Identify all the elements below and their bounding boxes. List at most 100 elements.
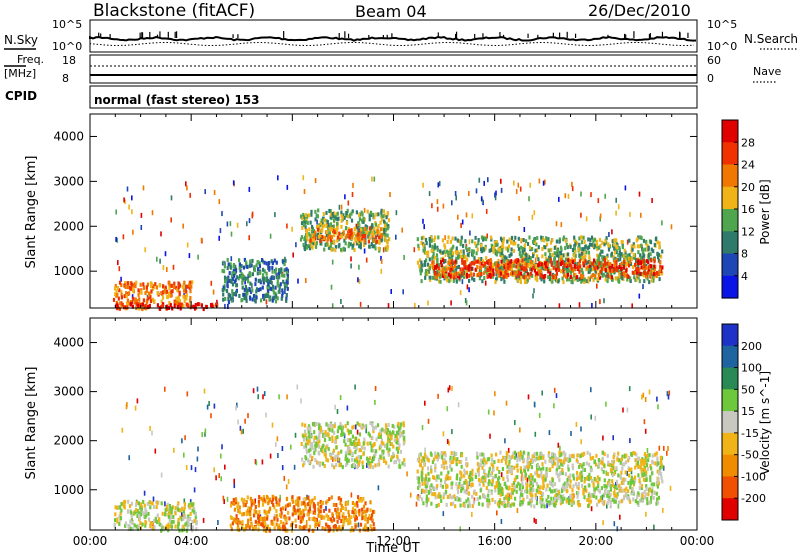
echo-cell [613,238,616,243]
echo-cell [117,296,120,301]
echo-cell [120,289,123,295]
echo-cell [361,236,364,241]
echo-cell [397,421,400,426]
echo-cell [555,239,558,244]
echo-cell [478,276,481,281]
echo-cell [551,252,554,257]
echo-cell [387,450,390,455]
echo-cell [139,282,142,287]
echo-cell [498,248,502,252]
echo-cell [183,285,186,290]
echo-cell [651,471,654,476]
echo-cell [271,494,274,499]
echo-cell [224,464,226,470]
echo-cell [314,217,317,222]
echo-cell [130,286,133,291]
echo-cell [454,504,457,509]
echo-cell [363,239,366,244]
echo-cell [357,495,360,500]
echo-cell [542,502,545,507]
echo-cell [187,517,190,522]
echo-cell [489,263,492,267]
echo-cell [274,270,277,275]
echo-cell [449,277,452,282]
echo-cell [146,282,149,287]
echo-cell [354,441,357,446]
echo-cell [118,514,121,519]
echo-cell [555,456,558,461]
echo-cell [276,279,279,284]
echo-cell [453,494,456,499]
echo-cell [270,259,273,264]
echo-cell [319,221,322,226]
echo-cell [149,425,151,431]
echo-cell [658,241,661,246]
echo-cell [283,262,286,267]
echo-cell [386,212,389,217]
echo-cell [358,233,362,238]
echo-cell [529,501,532,506]
echo-cell [500,254,503,259]
echo-cell [374,399,376,405]
echo-cell [226,496,229,502]
echo-cell [607,242,610,247]
echo-cell [603,298,605,304]
echo-cell [452,278,455,283]
echo-cell [234,500,237,505]
echo-cell [647,253,650,258]
echo-cell [304,243,307,248]
echo-cell [642,392,645,398]
nsearch-label: N.Search [744,32,798,46]
echo-cell [453,269,456,273]
echo-cell [639,235,642,240]
echo-cell [140,289,143,294]
echo-cell [468,264,471,269]
echo-cell [606,503,608,509]
echo-cell [581,271,584,276]
echo-cell [548,430,551,436]
echo-cell [349,438,352,443]
echo-cell [279,269,282,274]
echo-cell [669,485,672,491]
echo-cell [306,220,309,225]
echo-cell [518,250,522,255]
echo-cell [441,274,445,278]
echo-cell [296,384,299,390]
echo-cell [329,245,332,250]
echo-cell [263,521,266,526]
echo-cell [592,278,595,283]
echo-cell [517,247,521,252]
echo-cell [364,224,367,229]
echo-cell [649,252,652,257]
echo-cell [580,235,583,240]
echo-cell [301,225,304,230]
echo-cell [555,267,558,272]
echo-cell [637,464,640,469]
echo-cell [142,282,145,287]
echo-cell [361,507,364,512]
echo-cell [320,218,323,223]
echo-cell [116,517,119,522]
echo-cell [357,498,360,503]
echo-cell [606,261,609,266]
echo-cell [429,278,432,282]
echo-cell [645,484,648,489]
echo-cell [582,258,585,263]
echo-cell [401,227,403,233]
echo-cell [527,261,530,266]
echo-cell [462,253,465,258]
echo-cell [580,477,583,482]
echo-cell [189,501,192,506]
echo-cell [488,501,491,506]
echo-cell [353,458,356,463]
echo-cell [178,299,181,303]
echo-cell [330,284,333,290]
echo-cell [611,229,613,235]
echo-cell [534,495,537,500]
echo-cell [625,268,628,273]
echo-cell [393,424,396,429]
echo-cell [193,304,196,309]
echo-cell [483,261,486,266]
echo-cell [125,291,128,296]
echo-cell [323,223,326,228]
